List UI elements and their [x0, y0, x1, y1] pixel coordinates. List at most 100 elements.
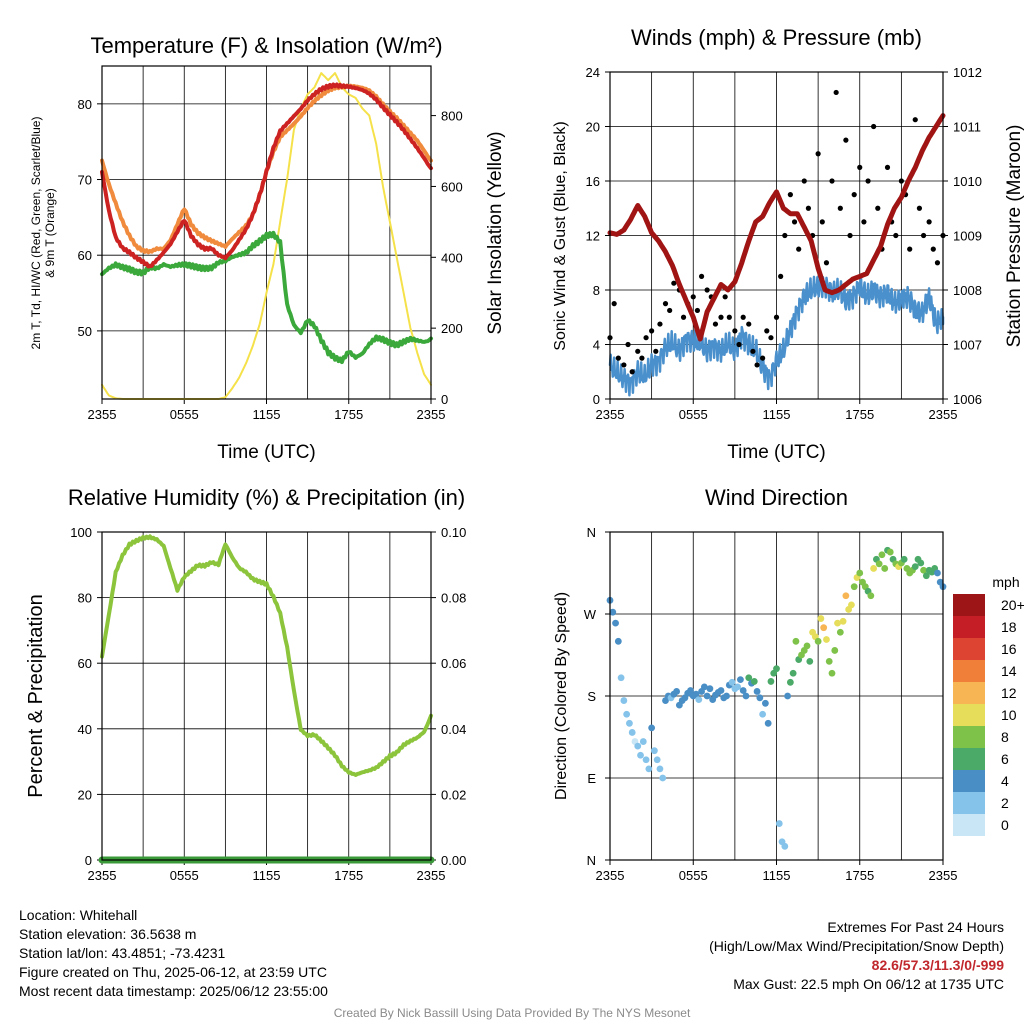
- colorbar-swatch: [953, 638, 985, 660]
- direction-point: [842, 592, 850, 600]
- direction-point: [867, 592, 875, 600]
- winds-gust-point: [857, 164, 863, 170]
- colorbar-swatch: [953, 792, 985, 814]
- direction-point: [745, 674, 753, 682]
- winds-gust-point: [662, 301, 669, 307]
- direction-point: [637, 751, 644, 759]
- temperature-dewpoint-line: [100, 230, 433, 365]
- winds-gust-point: [740, 314, 746, 320]
- colorbar-label: 8: [1001, 729, 1009, 745]
- direction-point: [848, 601, 855, 609]
- winds-gust-point: [865, 178, 871, 184]
- direction-point: [764, 719, 772, 727]
- direction-point: [692, 690, 700, 698]
- colorbar-label: 18: [1001, 619, 1017, 635]
- winds-gust-point: [815, 151, 821, 157]
- colorbar-label: 6: [1001, 751, 1009, 767]
- temperature-ytick-label-right: 0: [441, 392, 448, 407]
- winds-sonic-line: [608, 275, 945, 397]
- direction-point: [820, 624, 828, 632]
- temperature-ytick-label-left: 80: [78, 97, 92, 112]
- direction-point: [750, 678, 758, 685]
- humidity-xtick-label: 1755: [334, 868, 363, 883]
- colorbar-swatch: [953, 770, 985, 792]
- winds-gust-point: [653, 348, 659, 354]
- winds-gust-point: [893, 232, 899, 239]
- temperature-y2label: Solar Insolation (Yellow): [485, 131, 506, 334]
- direction-point: [756, 694, 764, 702]
- winds-gust-point: [833, 89, 839, 96]
- winds-gust-point: [875, 205, 881, 211]
- humidity-ylabel: Percent & Precipitation: [25, 594, 47, 797]
- direction-point: [775, 820, 783, 827]
- winds-gust-point: [621, 362, 627, 368]
- latlon-text: Station lat/lon: 43.4851; -73.4231: [19, 945, 226, 961]
- colorbar-label: 4: [1001, 773, 1009, 789]
- direction-xtick-label: 1755: [845, 868, 874, 883]
- extremes-title: Extremes For Past 24 Hours: [827, 919, 1004, 935]
- winds-ytick-label-right: 1011: [953, 120, 981, 135]
- colorbar-label: 12: [1001, 685, 1017, 701]
- direction-point: [639, 738, 647, 745]
- temperature-ytick-label-left: 70: [78, 173, 92, 188]
- direction-point: [922, 572, 930, 580]
- winds-gust-point: [611, 301, 617, 307]
- winds-gust-point: [722, 294, 728, 300]
- direction-point: [728, 678, 736, 686]
- winds-gust-point: [773, 314, 780, 320]
- winds-gust-point: [930, 246, 936, 252]
- humidity-ytick-label-right: 0.10: [441, 525, 466, 540]
- winds-gust-point: [796, 246, 802, 252]
- temperature-ytick-label-left: 60: [78, 248, 92, 263]
- direction-point: [831, 647, 839, 654]
- winds-title: Winds (mph) & Pressure (mb): [631, 25, 922, 50]
- winds-gust-point: [907, 246, 913, 252]
- winds-ytick-label-left: 12: [586, 229, 600, 244]
- direction-ytick-label: N: [587, 853, 596, 868]
- winds-ytick-label-right: 1009: [953, 229, 982, 244]
- temperature-xtick-label: 0555: [170, 407, 199, 422]
- winds-gust-point: [829, 178, 835, 184]
- winds-gust-point: [787, 192, 793, 198]
- direction-point: [673, 688, 680, 695]
- humidity-ytick-label-right: 0.00: [441, 853, 466, 868]
- winds-pressure-line: [607, 113, 946, 342]
- direction-point: [773, 665, 780, 673]
- colorbar-swatch: [953, 660, 985, 682]
- humidity-ytick-label-left: 60: [78, 656, 92, 671]
- direction-point: [759, 710, 767, 718]
- winds-gust-point: [760, 355, 766, 361]
- winds-ytick-label-right: 1008: [953, 283, 982, 298]
- winds-gust-point: [635, 348, 641, 354]
- direction-point: [620, 697, 628, 704]
- temperature-title: Temperature (F) & Insolation (W/m²): [90, 33, 442, 58]
- colorbar-swatch: [953, 594, 985, 616]
- winds-ytick-label-left: 4: [593, 338, 600, 353]
- temperature-xlabel: Time (UTC): [217, 442, 316, 463]
- direction-point: [742, 692, 750, 700]
- winds-gust-point: [782, 232, 788, 239]
- direction-point: [806, 657, 814, 665]
- winds-xtick-label: 2355: [596, 407, 625, 422]
- temperature-ylabel-line1: 2m T, Td, HI/WC (Red, Green, Scarlet/Blu…: [29, 117, 43, 350]
- colorbar-swatch: [953, 682, 985, 704]
- winds-gust-point: [801, 178, 807, 184]
- direction-point: [825, 657, 833, 665]
- direction-point: [737, 676, 744, 683]
- direction-point: [717, 687, 725, 694]
- direction-xtick-label: 2355: [929, 868, 958, 883]
- winds-gust-point: [920, 232, 927, 239]
- winds-gust-point: [861, 219, 867, 225]
- winds-gust-point: [805, 205, 812, 211]
- direction-point: [836, 628, 844, 636]
- humidity-ytick-label-left: 0: [85, 853, 92, 868]
- direction-border: [609, 531, 944, 861]
- winds-gust-point: [615, 355, 621, 361]
- temperature-xtick-label: 2355: [417, 407, 446, 422]
- direction-point: [828, 669, 836, 677]
- winds-xtick-label: 1155: [763, 407, 791, 422]
- humidity-xtick-label: 2355: [417, 868, 446, 883]
- winds-gust-point: [746, 321, 752, 327]
- winds-gust-point: [629, 369, 635, 375]
- colorbar-label: 10: [1001, 707, 1017, 723]
